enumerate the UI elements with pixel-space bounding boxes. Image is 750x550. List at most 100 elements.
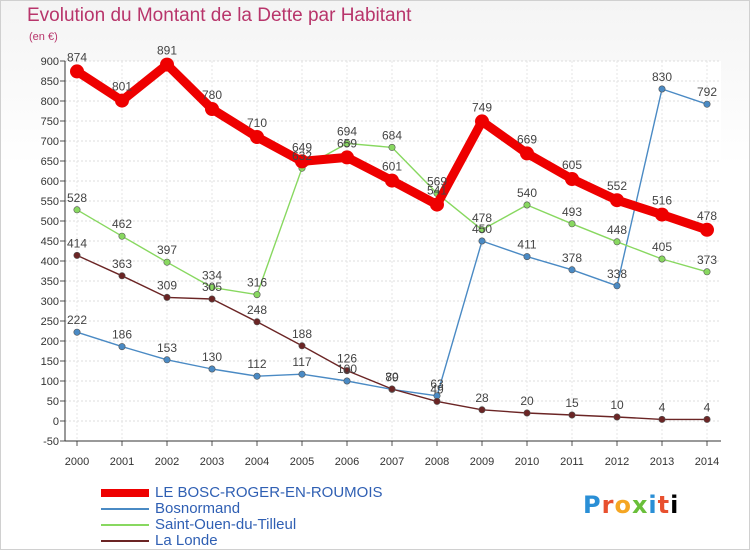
chart-title: Evolution du Montant de la Dette par Hab… [27,5,412,26]
data-point [343,377,351,385]
data-label: 601 [382,160,402,174]
x-tick-label: 2009 [470,456,494,468]
x-tick-label: 2001 [110,456,134,468]
data-label: 117 [292,355,311,369]
data-point [703,268,711,276]
data-label: 309 [157,278,177,292]
data-label: 528 [67,191,87,205]
data-point [430,197,444,212]
legend-swatch [101,508,149,510]
data-point [613,238,621,246]
data-point [298,342,306,350]
data-point [568,411,576,419]
chart-subtitle: (en €) [29,31,58,43]
data-label: 248 [247,303,267,317]
data-label: 305 [202,280,222,294]
data-label: 112 [247,357,266,371]
data-point [520,146,534,161]
data-point [388,143,396,151]
data-point [565,172,579,186]
data-point [298,370,306,378]
data-label: 891 [157,44,177,58]
data-label: 830 [652,70,672,84]
data-point [433,397,441,405]
data-label: 694 [337,124,357,138]
data-label: 659 [337,136,357,150]
data-label: 397 [157,243,177,257]
data-point [613,413,621,421]
y-tick-label: 300 [41,296,59,308]
data-label: 801 [112,80,132,94]
data-label: 49 [430,382,444,396]
x-tick-label: 2005 [290,456,314,468]
data-label: 749 [472,100,492,114]
y-tick-label: 100 [41,376,59,388]
data-point [658,255,666,263]
data-label: 28 [475,391,489,405]
data-label: 405 [652,240,672,254]
data-label: 80 [385,370,399,384]
data-point [343,367,351,375]
x-tick-label: 2007 [380,456,404,468]
data-point [163,293,171,301]
data-point [478,237,486,245]
data-label: 632 [292,149,312,163]
y-tick-label: 700 [41,136,59,148]
x-tick-label: 2011 [560,456,584,468]
data-point [73,328,81,336]
data-point [208,365,216,373]
data-label: 316 [247,276,267,290]
y-tick-label: 500 [41,216,59,228]
data-label: 63 [430,377,444,391]
y-tick-label: 650 [41,156,59,168]
data-point [253,372,261,380]
y-tick-label: 50 [47,396,59,408]
data-label: 334 [202,268,222,282]
data-point [568,220,576,228]
data-label: 780 [202,88,222,102]
data-point [73,251,81,259]
data-label: 669 [517,132,537,146]
data-label: 462 [112,217,132,231]
data-point [253,291,261,299]
data-label: 569 [427,174,447,188]
data-point [250,130,264,144]
data-label: 188 [292,327,312,341]
y-tick-label: 400 [41,256,59,268]
x-tick-label: 2008 [425,456,449,468]
y-tick-label: 550 [41,196,59,208]
data-label: 649 [292,140,312,154]
data-label: 552 [607,179,627,193]
data-point [610,193,624,208]
data-label: 478 [697,209,717,223]
line-chart: -50 0 50 100 150 200 250 300 350 400 450 500 550 600 6… [41,44,721,468]
data-label: 100 [337,362,357,376]
y-tick-label: 600 [41,176,59,188]
data-point [340,150,354,165]
data-label: 450 [472,222,492,236]
data-point [523,201,531,209]
legend-label: La Londe [155,532,218,549]
x-tick-label: 2013 [650,456,674,468]
data-label: 153 [157,341,177,355]
data-label: 20 [520,394,534,408]
data-label: 448 [607,223,627,237]
data-label: 710 [247,116,267,130]
y-tick-label: 750 [41,116,59,128]
x-tick-label: 2003 [200,456,224,468]
plot-area [65,61,721,441]
data-label: 15 [565,396,579,410]
legend-swatch [101,489,149,497]
data-point [658,415,666,423]
data-point [475,114,489,129]
data-point [118,272,126,280]
data-point [73,206,81,214]
y-tick-label: 900 [41,56,59,68]
data-point [118,232,126,240]
data-point [658,85,666,93]
data-point [205,102,219,116]
legend-label: Bosnormand [155,500,241,517]
data-point [343,139,351,147]
data-label: 338 [607,267,627,281]
